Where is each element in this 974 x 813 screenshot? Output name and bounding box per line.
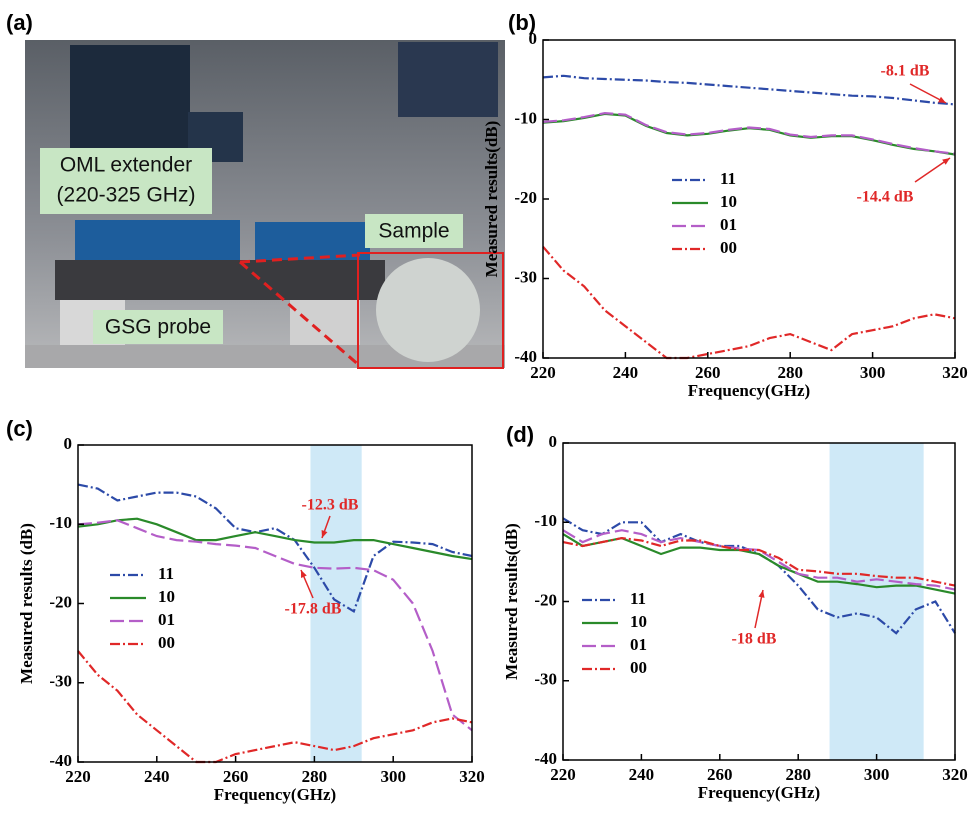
series-line bbox=[542, 112, 956, 156]
panel-label: (a) bbox=[6, 10, 33, 35]
y-tick-label: 0 bbox=[529, 29, 538, 48]
extender bbox=[75, 220, 240, 260]
x-tick-label: 220 bbox=[530, 363, 556, 382]
legend-label: 01 bbox=[720, 215, 737, 234]
x-tick-label: 260 bbox=[223, 767, 249, 786]
series-line bbox=[77, 519, 473, 732]
monitor bbox=[70, 45, 190, 155]
x-tick-label: 280 bbox=[785, 765, 811, 784]
annotation: -18 dB bbox=[732, 631, 777, 648]
inset-frame bbox=[357, 252, 504, 369]
legend-label: 01 bbox=[158, 610, 175, 629]
series-line bbox=[542, 111, 956, 155]
annotation-arrowhead bbox=[321, 530, 328, 538]
x-tick-label: 220 bbox=[65, 767, 91, 786]
legend-label: 10 bbox=[630, 612, 647, 631]
callout bbox=[239, 253, 361, 264]
legend-label: 00 bbox=[720, 238, 737, 257]
annotation: -8.1 dB bbox=[881, 63, 930, 80]
x-axis-label: Frequency(GHz) bbox=[698, 783, 820, 802]
annotation-arrowhead bbox=[758, 590, 765, 598]
photo-label: GSG probe bbox=[105, 316, 211, 339]
photo: OML extender (220-325 GHz) Sample GSG pr… bbox=[6, 10, 505, 369]
series-line bbox=[77, 517, 473, 561]
x-tick-label: 320 bbox=[942, 765, 968, 784]
y-tick-label: -40 bbox=[514, 347, 537, 366]
annotation: -14.4 dB bbox=[857, 189, 914, 206]
monitor bbox=[398, 42, 498, 117]
x-axis-label: Frequency(GHz) bbox=[688, 381, 810, 400]
legend-label: 10 bbox=[720, 192, 737, 211]
x-tick-label: 220 bbox=[550, 765, 576, 784]
x-tick-label: 240 bbox=[144, 767, 170, 786]
annotation-arrowhead bbox=[301, 570, 307, 578]
x-tick-label: 260 bbox=[707, 765, 733, 784]
y-tick-label: -20 bbox=[49, 592, 72, 611]
series-line bbox=[562, 529, 956, 591]
y-tick-label: -40 bbox=[49, 751, 72, 770]
series-line bbox=[562, 536, 956, 587]
annotation: -12.3 dB bbox=[302, 497, 359, 514]
highlight-band bbox=[829, 443, 924, 760]
x-tick-label: 260 bbox=[695, 363, 721, 382]
y-tick-label: 0 bbox=[549, 432, 558, 451]
series-line bbox=[77, 650, 473, 764]
photo-label: (220-325 GHz) bbox=[57, 184, 196, 207]
stage bbox=[55, 260, 385, 300]
y-tick-label: -30 bbox=[514, 267, 537, 286]
y-axis-label: Measured results(dB) bbox=[502, 523, 521, 680]
label-box bbox=[40, 148, 212, 214]
label-box bbox=[93, 310, 223, 344]
x-tick-label: 240 bbox=[613, 363, 639, 382]
x-tick-label: 300 bbox=[864, 765, 890, 784]
table bbox=[25, 345, 505, 368]
y-tick-label: 0 bbox=[64, 434, 73, 453]
series-line bbox=[562, 533, 956, 595]
highlight-band bbox=[310, 445, 362, 762]
x-axis-label: Frequency(GHz) bbox=[214, 785, 336, 804]
label-box bbox=[365, 214, 463, 248]
legend-label: 00 bbox=[158, 633, 175, 652]
x-tick-label: 300 bbox=[860, 363, 886, 382]
y-tick-label: -20 bbox=[534, 590, 557, 609]
extender bbox=[255, 222, 370, 260]
photo-label: Sample bbox=[378, 220, 449, 243]
legend-label: 11 bbox=[630, 589, 646, 608]
y-tick-label: -10 bbox=[534, 511, 557, 530]
legend-label: 11 bbox=[720, 169, 736, 188]
annotation-arrowhead bbox=[942, 158, 950, 165]
y-tick-label: -10 bbox=[49, 513, 72, 532]
legend-label: 00 bbox=[630, 658, 647, 677]
callout bbox=[239, 260, 361, 368]
y-tick-label: -30 bbox=[49, 672, 72, 691]
x-tick-label: 280 bbox=[777, 363, 803, 382]
legend-label: 10 bbox=[158, 587, 175, 606]
y-tick-label: -30 bbox=[534, 670, 557, 689]
panel-label: (b) bbox=[508, 10, 536, 35]
y-tick-label: -40 bbox=[534, 749, 557, 768]
legend-label: 01 bbox=[630, 635, 647, 654]
legend-label: 11 bbox=[158, 564, 174, 583]
annotation-arrowhead bbox=[938, 96, 946, 103]
y-tick-label: -10 bbox=[514, 108, 537, 127]
x-tick-label: 280 bbox=[302, 767, 328, 786]
panel-label: (c) bbox=[6, 416, 33, 441]
x-tick-label: 240 bbox=[629, 765, 655, 784]
y-tick-label: -20 bbox=[514, 188, 537, 207]
x-tick-label: 300 bbox=[380, 767, 406, 786]
x-tick-label: 320 bbox=[459, 767, 485, 786]
sample-image bbox=[376, 258, 480, 362]
series-line bbox=[542, 74, 956, 106]
y-axis-label: Measured results(dB) bbox=[482, 121, 501, 278]
y-axis-label: Measured results (dB) bbox=[17, 523, 36, 684]
positioner bbox=[290, 300, 360, 345]
panel-label: (d) bbox=[506, 422, 534, 447]
x-tick-label: 320 bbox=[942, 363, 968, 382]
annotation: -17.8 dB bbox=[285, 601, 342, 618]
series-line bbox=[542, 245, 956, 360]
photo-label: OML extender bbox=[60, 154, 192, 177]
series-line bbox=[77, 483, 473, 614]
